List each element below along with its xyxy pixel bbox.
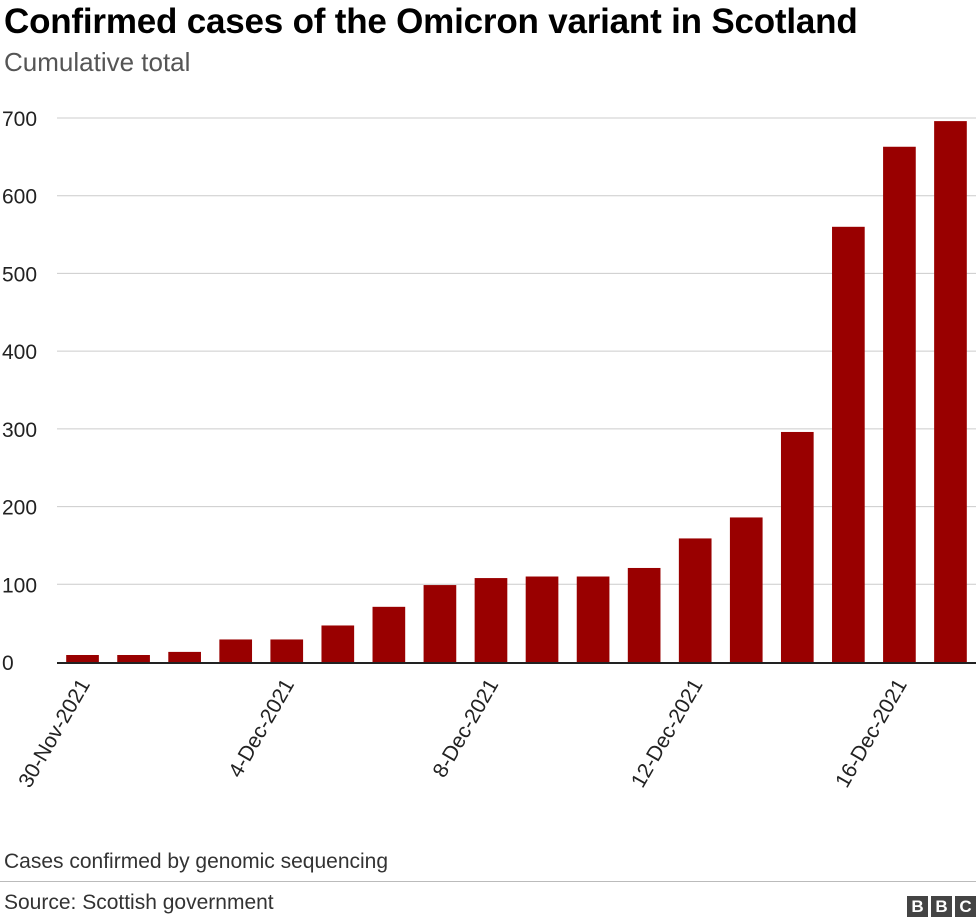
y-tick-label: 100 bbox=[2, 574, 37, 597]
bar bbox=[372, 606, 406, 662]
chart-note: Cases confirmed by genomic sequencing bbox=[4, 850, 389, 873]
bars bbox=[66, 121, 967, 663]
bar bbox=[576, 576, 610, 662]
source-text: Source: Scottish government bbox=[4, 891, 274, 914]
bar bbox=[66, 655, 99, 662]
bar bbox=[934, 121, 967, 662]
bar-chart: 0 100 200 300 400 500 600 700 30-Nov-2021 4-Dec-… bbox=[2, 108, 976, 792]
logo-letter: C bbox=[955, 896, 976, 917]
bar bbox=[678, 538, 712, 662]
chart-title: Confirmed cases of the Omicron variant i… bbox=[4, 2, 858, 41]
chart-subtitle: Cumulative total bbox=[4, 47, 191, 77]
bar bbox=[219, 639, 253, 662]
x-tick-label: 8-Dec-2021 bbox=[429, 675, 504, 782]
y-tick-label: 0 bbox=[2, 652, 14, 675]
x-tick-label: 30-Nov-2021 bbox=[14, 675, 95, 792]
y-tick-label: 500 bbox=[2, 263, 37, 286]
bar bbox=[525, 576, 559, 662]
x-tick-label: 12-Dec-2021 bbox=[627, 675, 708, 792]
y-tick-label: 200 bbox=[2, 497, 37, 520]
y-tick-label: 600 bbox=[2, 186, 37, 209]
bar bbox=[321, 625, 355, 662]
footer-divider bbox=[0, 881, 976, 882]
gridlines bbox=[57, 117, 976, 585]
y-tick-label: 700 bbox=[2, 108, 37, 131]
y-tick-label: 400 bbox=[2, 341, 37, 364]
bar bbox=[117, 655, 150, 662]
logo-letter: B bbox=[931, 896, 952, 917]
bbc-logo: B B C bbox=[907, 896, 976, 917]
bar bbox=[627, 567, 661, 662]
x-tick-label: 16-Dec-2021 bbox=[831, 675, 912, 792]
bar bbox=[832, 226, 865, 663]
x-tick-label: 4-Dec-2021 bbox=[224, 675, 299, 782]
y-tick-label: 300 bbox=[2, 419, 37, 442]
x-axis-ticks: 30-Nov-2021 4-Dec-2021 8-Dec-2021 12-Dec-20… bbox=[14, 675, 912, 792]
bar bbox=[423, 585, 457, 662]
bar bbox=[780, 431, 814, 662]
y-axis-ticks: 0 100 200 300 400 500 600 700 bbox=[2, 108, 37, 675]
logo-letter: B bbox=[907, 896, 928, 917]
bar bbox=[168, 651, 201, 662]
bar bbox=[474, 578, 508, 662]
bar bbox=[883, 146, 916, 663]
bar bbox=[729, 517, 763, 662]
bar bbox=[270, 639, 304, 662]
